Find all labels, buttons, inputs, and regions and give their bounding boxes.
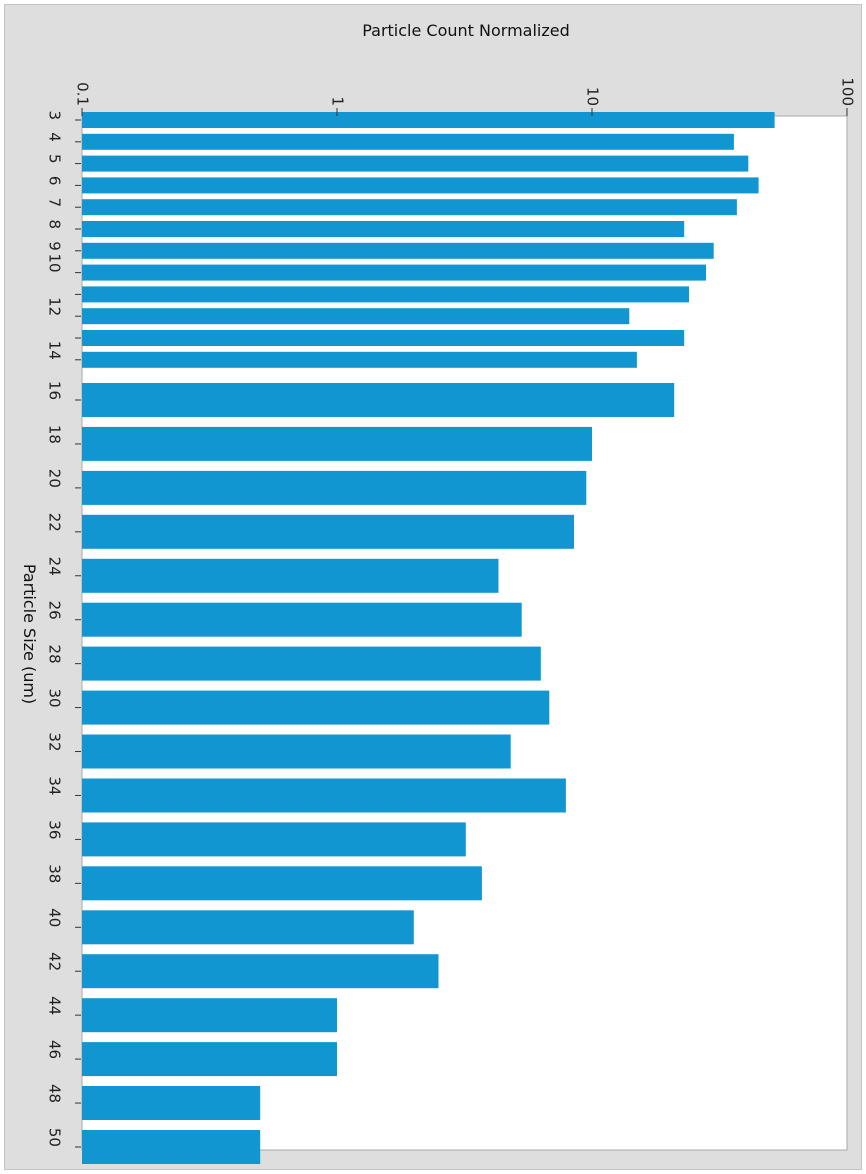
bar-34 <box>82 779 566 813</box>
bar-38 <box>82 866 482 900</box>
bar-13 <box>82 330 684 346</box>
bar-24 <box>82 559 499 593</box>
bar-8 <box>82 221 684 237</box>
bar-4 <box>82 134 734 150</box>
y-tick-label: 22 <box>46 513 64 532</box>
y-tick-label: 3 <box>46 110 64 120</box>
bar-12 <box>82 308 629 324</box>
y-tick-label: 36 <box>46 820 64 839</box>
bar-5 <box>82 156 748 172</box>
bar-18 <box>82 427 592 461</box>
bar-46 <box>82 1042 337 1076</box>
value-axis: 0.1 1 10 100 <box>74 77 857 116</box>
x-tick-label: 0.1 <box>74 82 92 106</box>
y-tick-label: 50 <box>46 1128 64 1147</box>
bar-40 <box>82 910 414 944</box>
y-tick-label: 48 <box>46 1084 64 1103</box>
y-tick-label: 34 <box>46 776 64 795</box>
bar-10 <box>82 265 706 281</box>
bar-22 <box>82 515 574 549</box>
y-axis-title: Particle Size (um) <box>20 564 39 704</box>
y-tick-label: 30 <box>46 688 64 707</box>
y-tick-label: 18 <box>46 425 64 444</box>
y-tick-label: 4 <box>46 132 64 142</box>
bar-11 <box>82 286 689 302</box>
bar-28 <box>82 647 541 681</box>
bar-50 <box>82 1130 260 1164</box>
y-tick-label: 40 <box>46 908 64 927</box>
y-tick-label: 32 <box>46 732 64 751</box>
y-tick-label: 14 <box>46 341 64 360</box>
y-tick-label: 10 <box>46 254 64 273</box>
bar-42 <box>82 954 439 988</box>
y-tick-label: 24 <box>46 557 64 576</box>
y-tick-label: 9 <box>46 241 64 251</box>
y-tick-label: 38 <box>46 864 64 883</box>
x-tick-label: 1 <box>329 96 347 106</box>
y-tick-label: 5 <box>46 154 64 164</box>
y-tick-label: 16 <box>46 381 64 400</box>
y-tick-label: 46 <box>46 1040 64 1059</box>
bar-48 <box>82 1086 260 1120</box>
y-tick-label: 20 <box>46 469 64 488</box>
bar-14 <box>82 352 637 368</box>
bar-6 <box>82 177 759 193</box>
bar-36 <box>82 822 466 856</box>
y-tick-label: 7 <box>46 198 64 208</box>
bar-20 <box>82 471 586 505</box>
y-tick-label: 12 <box>46 297 64 316</box>
y-tick-label: 44 <box>46 996 64 1015</box>
x-tick-label: 10 <box>584 87 602 106</box>
bar-32 <box>82 735 511 769</box>
bar-16 <box>82 383 674 417</box>
y-tick-label: 26 <box>46 601 64 620</box>
chart-title: Particle Count Normalized <box>362 21 570 40</box>
bar-30 <box>82 691 549 725</box>
y-tick-label: 8 <box>46 219 64 229</box>
bar-7 <box>82 199 737 215</box>
bar-26 <box>82 603 522 637</box>
bar-3 <box>82 112 775 128</box>
y-tick-label: 6 <box>46 176 64 186</box>
y-tick-label: 42 <box>46 952 64 971</box>
y-tick-label: 28 <box>46 645 64 664</box>
category-axis: 3456789101214161820222426283032343638404… <box>46 110 82 1147</box>
bar-9 <box>82 243 714 259</box>
x-tick-label: 100 <box>839 77 857 106</box>
bar-44 <box>82 998 337 1032</box>
